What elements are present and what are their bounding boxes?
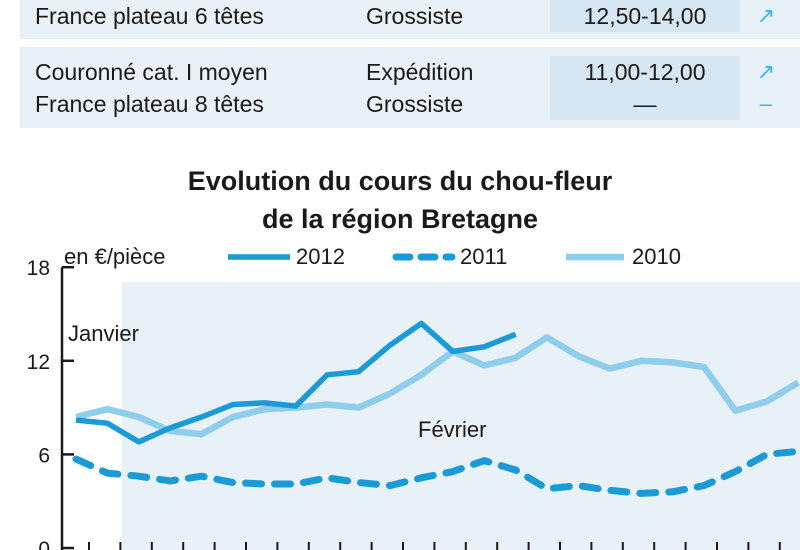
chart-series xyxy=(72,320,800,497)
chart-title-line-1: Evolution du cours du chou-fleur xyxy=(188,166,613,196)
series-line-2010 xyxy=(75,334,800,438)
legend-label-2011: 2011 xyxy=(460,244,507,269)
row-divider xyxy=(20,39,800,47)
market-stage: Expédition xyxy=(366,59,474,85)
price-range: 11,00-12,00 xyxy=(550,56,740,120)
unit-label: en €/pièce xyxy=(64,244,166,269)
price-range: 12,50-14,00 xyxy=(550,0,740,32)
product-name: France plateau 6 têtes xyxy=(20,0,331,32)
market-stage: Grossiste xyxy=(366,3,464,29)
february-band xyxy=(122,282,800,550)
y-tick-label: 18 xyxy=(27,257,50,280)
chart-legend: 2012 2011 2010 xyxy=(228,244,681,269)
series-line-2012 xyxy=(75,320,517,445)
annotation-fevrier: Février xyxy=(418,417,486,442)
legend-label-2010: 2010 xyxy=(632,244,681,269)
product-name: France plateau 8 têtes xyxy=(20,88,331,120)
y-tick-label: 0 xyxy=(38,538,50,550)
price-range: — xyxy=(633,91,657,117)
legend-label-2012: 2012 xyxy=(296,244,345,269)
product-name: Couronné cat. I moyen xyxy=(20,56,331,88)
market-stage: Grossiste xyxy=(366,91,464,117)
chart-axes: 0 6 12 18 xyxy=(27,257,781,550)
trend-up-icon: ↗ xyxy=(756,3,776,28)
annotation-janvier: Janvier xyxy=(68,321,139,346)
trend-up-icon: ↗ xyxy=(756,59,776,84)
series-line-2011 xyxy=(72,447,800,497)
y-tick-label: 12 xyxy=(27,351,50,374)
cauliflower-price-chart: Evolution du cours du chou-fleur de la r… xyxy=(27,166,800,550)
chart-title-line-2: de la région Bretagne xyxy=(262,204,538,234)
y-tick-label: 6 xyxy=(38,444,50,467)
trend-stable-icon: – xyxy=(759,91,773,116)
